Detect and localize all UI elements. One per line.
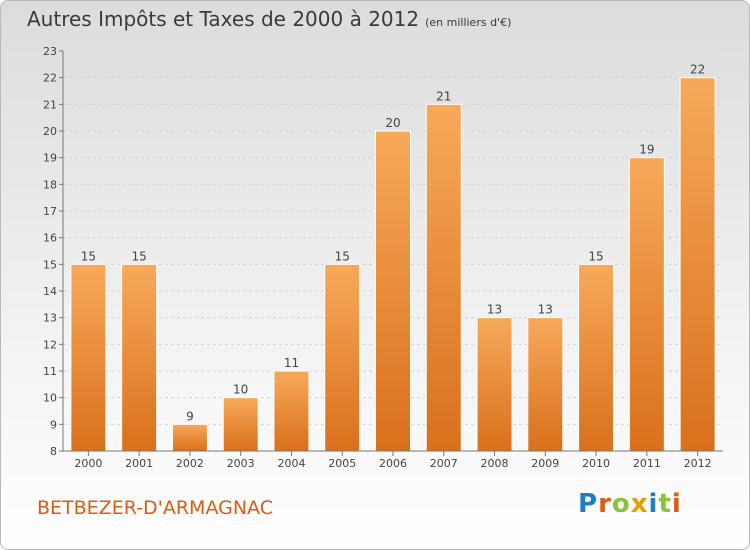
bar: [222, 397, 259, 452]
y-tick-label: 16: [43, 232, 57, 245]
y-tick-label: 10: [43, 392, 57, 405]
bar-value-label: 11: [284, 356, 299, 370]
y-tick-label: 8: [50, 445, 57, 458]
y-tick-label: 14: [43, 285, 57, 298]
y-tick-label: 19: [43, 152, 57, 165]
commune-name: BETBEZER-D'ARMAGNAC: [37, 497, 273, 519]
logo-letter: x: [630, 489, 649, 519]
x-tick-label: 2007: [430, 457, 458, 470]
logo-letter: r: [598, 489, 612, 519]
proxiti-logo: Proxiti: [578, 489, 682, 519]
x-tick-label: 2005: [328, 457, 356, 470]
y-tick-label: 23: [43, 45, 57, 58]
bar: [70, 263, 107, 452]
bar-value-label: 10: [233, 383, 248, 397]
x-tick-label: 2011: [633, 457, 661, 470]
bar: [273, 370, 310, 452]
logo-letter: P: [578, 489, 599, 519]
y-tick-label: 20: [43, 125, 57, 138]
x-tick-label: 2003: [227, 457, 255, 470]
chart-title: Autres Impôts et Taxes de 2000 à 2012 (en…: [27, 7, 511, 31]
bar-value-label: 21: [436, 89, 451, 103]
bar: [375, 130, 411, 452]
bar: [679, 77, 716, 452]
y-tick-label: 22: [43, 72, 57, 85]
bar-value-label: 19: [639, 143, 654, 157]
bar: [425, 103, 462, 452]
bar-value-label: 15: [81, 249, 96, 263]
x-tick-label: 2001: [125, 457, 153, 470]
y-tick-label: 18: [43, 178, 57, 191]
y-tick-label: 17: [43, 205, 57, 218]
y-tick-label: 21: [43, 98, 57, 111]
x-tick-label: 2012: [684, 457, 712, 470]
bar: [628, 157, 665, 452]
bar-value-label: 15: [132, 249, 147, 263]
chart-title-text: Autres Impôts et Taxes de 2000 à 2012: [27, 7, 420, 31]
bar-value-label: 13: [487, 303, 502, 317]
x-tick-label: 2002: [176, 457, 204, 470]
bar-value-label: 13: [538, 303, 553, 317]
bar: [527, 317, 564, 452]
logo-letter: i: [671, 489, 682, 519]
x-tick-label: 2010: [582, 457, 610, 470]
bar: [121, 263, 158, 452]
x-tick-label: 2000: [74, 457, 102, 470]
logo-letter: i: [648, 489, 659, 519]
bars: 15 15 9 10 11 15 20 21 13 13 15 19 22: [70, 63, 716, 452]
y-tick-label: 11: [43, 365, 57, 378]
bar-value-label: 15: [335, 249, 350, 263]
y-tick-label: 15: [43, 258, 57, 271]
x-tick-label: 2004: [277, 457, 305, 470]
bar: [171, 423, 208, 452]
x-tick-label: 2009: [531, 457, 559, 470]
y-tick-label: 13: [43, 312, 57, 325]
bar-value-label: 20: [385, 116, 400, 130]
bar: [578, 263, 615, 452]
y-axis: 8 9 10 11 12 13 14 15 16 17 18 19 20 21 22 23: [43, 45, 64, 458]
x-tick-label: 2008: [481, 457, 509, 470]
bar: [324, 263, 361, 452]
bar: [476, 317, 513, 452]
x-tick-label: 2006: [379, 457, 407, 470]
logo-letter: t: [658, 489, 672, 519]
x-axis: 2000 2001 2002 2003 2004 2005 2006 2007 2008 2009…: [63, 450, 723, 470]
chart-unit: (en milliers d'€): [425, 16, 512, 29]
bar-value-label: 9: [186, 409, 194, 423]
bar-value-label: 15: [588, 249, 603, 263]
bar-value-label: 22: [690, 63, 705, 77]
logo-letter: o: [611, 489, 631, 519]
y-tick-label: 9: [50, 418, 57, 431]
y-tick-label: 12: [43, 338, 57, 351]
